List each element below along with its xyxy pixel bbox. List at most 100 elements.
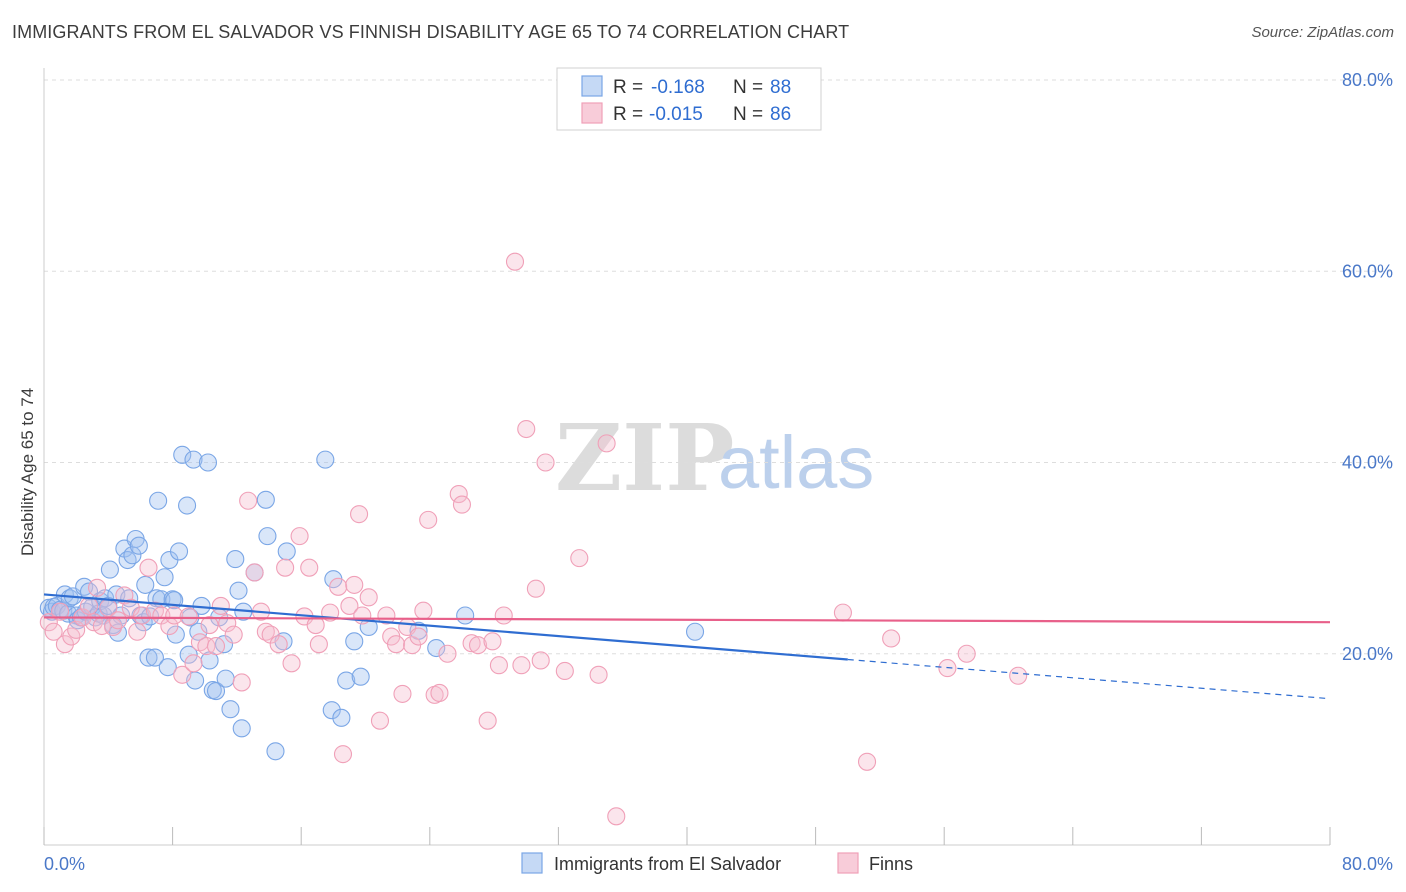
data-point-finns	[206, 637, 226, 656]
legend-n-value-2: 86	[770, 104, 791, 125]
data-point-finns	[256, 622, 275, 641]
data-point-finns	[438, 644, 457, 663]
trend-line-finns	[43, 616, 1331, 624]
data-point-el-salvador	[258, 527, 277, 546]
data-point-el-salvador	[173, 445, 192, 464]
y-tick-label: 80.0%	[1342, 70, 1393, 90]
data-point-el-salvador	[129, 536, 148, 555]
data-point-el-salvador	[351, 667, 370, 686]
data-point-el-salvador	[136, 575, 155, 594]
data-point-finns	[211, 596, 230, 615]
legend-swatch-blue	[581, 75, 603, 97]
data-point-finns	[597, 434, 616, 453]
bottom-legend-label-1: Immigrants from El Salvador	[554, 854, 781, 874]
data-point-finns	[245, 563, 264, 582]
data-point-finns	[414, 601, 433, 620]
legend-swatch-pink	[581, 102, 603, 124]
bottom-legend-label-2: Finns	[869, 854, 913, 874]
data-point-finns	[494, 606, 513, 625]
legend-r-value-1: -0.168	[651, 77, 705, 98]
data-point-finns	[517, 419, 536, 439]
data-point-finns	[531, 651, 550, 670]
data-point-finns	[607, 807, 626, 826]
data-point-finns	[555, 661, 574, 681]
legend-n-label-1: N =	[733, 77, 763, 98]
data-point-el-salvador	[456, 606, 475, 625]
data-point-finns	[452, 495, 472, 514]
trend-line-el-salvador-dashed	[847, 658, 1331, 700]
data-point-finns	[478, 711, 497, 730]
trend-line-el-salvador	[43, 593, 848, 661]
data-point-el-salvador	[139, 648, 158, 667]
data-point-el-salvador	[266, 742, 285, 761]
data-point-finns	[468, 636, 488, 655]
data-point-el-salvador	[100, 560, 119, 579]
data-point-finns	[430, 683, 449, 703]
data-point-el-salvador	[158, 658, 177, 677]
legend-r-value-2: -0.015	[649, 104, 703, 125]
data-point-finns	[370, 711, 390, 730]
data-point-el-salvador	[256, 490, 275, 509]
data-point-finns	[128, 622, 147, 641]
data-point-el-salvador	[206, 681, 226, 701]
data-point-el-salvador	[345, 632, 364, 651]
data-point-el-salvador	[169, 542, 189, 561]
watermark-zip: ZIP	[555, 404, 734, 512]
data-point-finns	[179, 607, 198, 626]
data-point-finns	[108, 611, 127, 630]
axes: 20.0% 40.0% 60.0% 80.0% 0.0% 80.0%	[43, 68, 1393, 874]
data-point-finns	[200, 616, 219, 635]
data-point-finns	[44, 622, 63, 641]
data-point-el-salvador	[149, 491, 168, 510]
data-point-el-salvador	[277, 542, 296, 561]
data-point-finns	[570, 549, 589, 568]
data-point-el-salvador	[179, 645, 198, 664]
data-point-finns	[333, 745, 353, 764]
data-point-el-salvador	[108, 623, 127, 642]
data-point-finns	[51, 602, 70, 621]
data-point-finns	[340, 596, 359, 615]
data-point-finns	[957, 644, 976, 663]
data-point-el-salvador	[184, 450, 203, 469]
data-point-finns	[232, 673, 251, 692]
data-point-el-salvador	[337, 671, 356, 690]
series-legend: Immigrants from El Salvador Finns	[521, 852, 913, 874]
data-point-finns	[462, 634, 481, 653]
data-point-finns	[857, 752, 877, 771]
source-label: Source: ZipAtlas.com	[1251, 24, 1394, 41]
data-point-el-salvador	[221, 700, 240, 719]
legend-r-label-1: R =	[613, 77, 643, 98]
data-point-finns	[173, 665, 192, 684]
data-point-finns	[165, 606, 184, 625]
data-point-finns	[359, 588, 378, 607]
y-tick-label: 60.0%	[1342, 261, 1393, 281]
data-point-finns	[345, 575, 364, 594]
data-point-el-salvador	[229, 581, 248, 600]
data-point-finns	[526, 579, 545, 598]
data-point-finns	[512, 656, 531, 675]
data-point-el-salvador	[332, 708, 351, 727]
data-point-el-salvador	[226, 550, 245, 569]
data-point-el-salvador	[427, 638, 446, 658]
data-point-finns	[589, 665, 608, 684]
data-points	[39, 252, 1028, 826]
data-point-el-salvador	[685, 622, 705, 641]
data-point-finns	[386, 635, 406, 654]
data-point-finns	[882, 629, 901, 648]
data-point-el-salvador	[178, 496, 197, 515]
legend-r-label-2: R =	[613, 104, 643, 125]
data-point-finns	[79, 596, 99, 615]
data-point-finns	[489, 656, 508, 675]
data-point-finns	[419, 510, 438, 529]
data-point-el-salvador	[155, 568, 174, 587]
data-point-el-salvador	[316, 450, 335, 469]
legend-n-value-1: 88	[770, 77, 791, 98]
data-point-finns	[309, 635, 328, 654]
chart-title: IMMIGRANTS FROM EL SALVADOR VS FINNISH D…	[12, 22, 850, 42]
data-point-finns	[197, 637, 216, 656]
trend-lines	[43, 593, 1331, 700]
data-point-el-salvador	[232, 719, 251, 738]
y-tick-label: 20.0%	[1342, 644, 1393, 664]
data-point-finns	[282, 654, 301, 673]
correlation-legend: R = -0.168 N = 88 R = -0.015 N = 86	[556, 67, 822, 131]
